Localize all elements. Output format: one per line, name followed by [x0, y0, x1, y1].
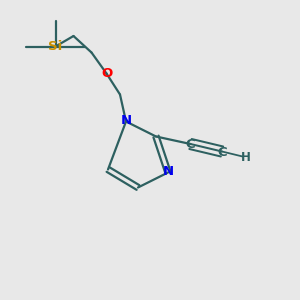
Text: C: C: [217, 146, 227, 159]
Text: N: N: [120, 114, 132, 128]
Text: Si: Si: [48, 40, 63, 53]
Text: H: H: [241, 151, 250, 164]
Text: O: O: [101, 67, 112, 80]
Text: C: C: [186, 138, 195, 152]
Text: N: N: [163, 165, 174, 178]
